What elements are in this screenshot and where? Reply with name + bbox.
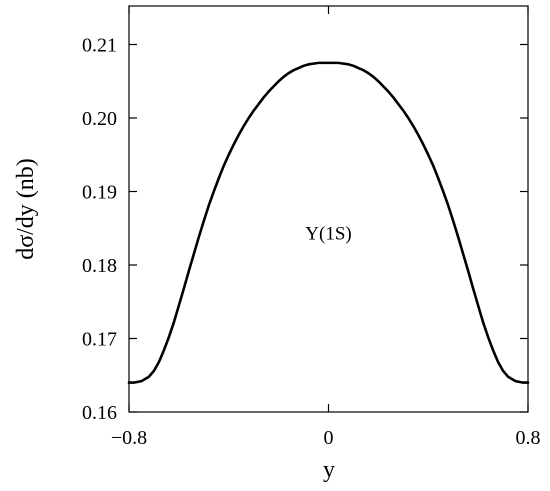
x-axis-title: y xyxy=(323,457,335,483)
y-tick-label: 0.17 xyxy=(82,329,117,351)
tick-labels: 0.16 0.17 0.18 0.19 0.20 0.21 −0.8 0 0.8 xyxy=(82,35,541,450)
axis-ticks xyxy=(128,6,529,413)
x-tick-label: 0.8 xyxy=(516,427,541,449)
x-tick-label: 0 xyxy=(324,427,334,449)
y-tick-label: 0.19 xyxy=(82,182,117,204)
y-tick-label: 0.21 xyxy=(82,35,117,57)
x-tick-label: −0.8 xyxy=(111,427,147,449)
y-tick-label: 0.18 xyxy=(82,255,117,277)
y-tick-label: 0.16 xyxy=(82,402,117,424)
series-line xyxy=(127,61,530,384)
annotation-label: Υ(1S) xyxy=(305,223,351,244)
plot-frame xyxy=(128,5,529,413)
y-tick-label: 0.20 xyxy=(82,108,117,130)
y-axis-title: dσ/dy (nb) xyxy=(13,158,39,260)
